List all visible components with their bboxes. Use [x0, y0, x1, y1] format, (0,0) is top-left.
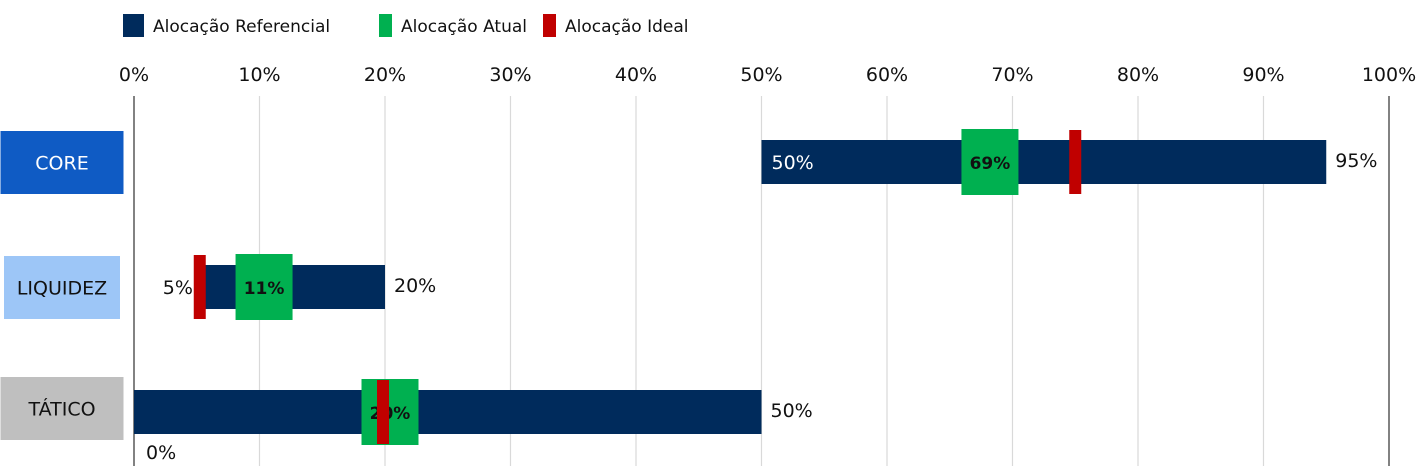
legend-label: Alocação Atual [401, 17, 527, 37]
category-box-2 [0, 377, 124, 440]
atual-value-label: 69% [970, 154, 1011, 174]
atual-marker-1 [235, 254, 293, 320]
x-tick-label: 80% [1117, 64, 1159, 86]
x-tick-label: 90% [1242, 64, 1284, 86]
x-tick-label: 0% [119, 64, 149, 86]
legend-swatch [379, 14, 392, 37]
x-tick-label: 30% [489, 64, 531, 86]
ideal-marker-1 [193, 255, 206, 319]
min-value-label: 5% [163, 277, 193, 299]
category-label: LIQUIDEZ [17, 278, 107, 300]
max-value-label: 20% [394, 275, 436, 297]
category-box-0 [0, 131, 124, 194]
ideal-marker-0 [1069, 130, 1082, 194]
min-value-label: 0% [146, 442, 176, 464]
x-tick-label: 100% [1362, 64, 1416, 86]
legend-swatch [543, 14, 556, 37]
referencial-bar-0 [761, 140, 1327, 184]
x-tick-label: 40% [615, 64, 657, 86]
x-tick-label: 60% [866, 64, 908, 86]
bars: 69% 50% 95% 11% 5% 20% 20% 0% 50% [134, 129, 1377, 464]
min-value-label: 50% [772, 152, 814, 174]
category-label: TÁTICO [27, 398, 95, 421]
legend-label: Alocação Ideal [565, 17, 689, 37]
atual-value-label: 11% [244, 279, 285, 299]
category-box-1 [4, 256, 120, 319]
referencial-bar-2 [134, 390, 762, 434]
atual-marker-2 [361, 379, 419, 445]
max-value-label: 50% [771, 400, 813, 422]
legend-swatch [123, 14, 144, 37]
legend-label: Alocação Referencial [153, 17, 330, 37]
x-tick-label: 70% [991, 64, 1033, 86]
x-tick-label: 20% [364, 64, 406, 86]
ideal-marker-2 [377, 380, 389, 444]
x-axis-tick-labels: 0% 10% 20% 30% 40% 50% 60% 70% 80% 90% 100% [119, 64, 1416, 86]
atual-value-label: 20% [370, 404, 411, 424]
category-label: CORE [35, 153, 88, 175]
x-tick-label: 50% [740, 64, 782, 86]
category-labels: CORE LIQUIDEZ TÁTICO [0, 131, 124, 440]
max-value-label: 95% [1335, 150, 1377, 172]
x-tick-label: 10% [238, 64, 280, 86]
legend: Alocação Referencial Alocação Atual Alocaç… [123, 14, 689, 37]
atual-marker-0 [961, 129, 1019, 195]
